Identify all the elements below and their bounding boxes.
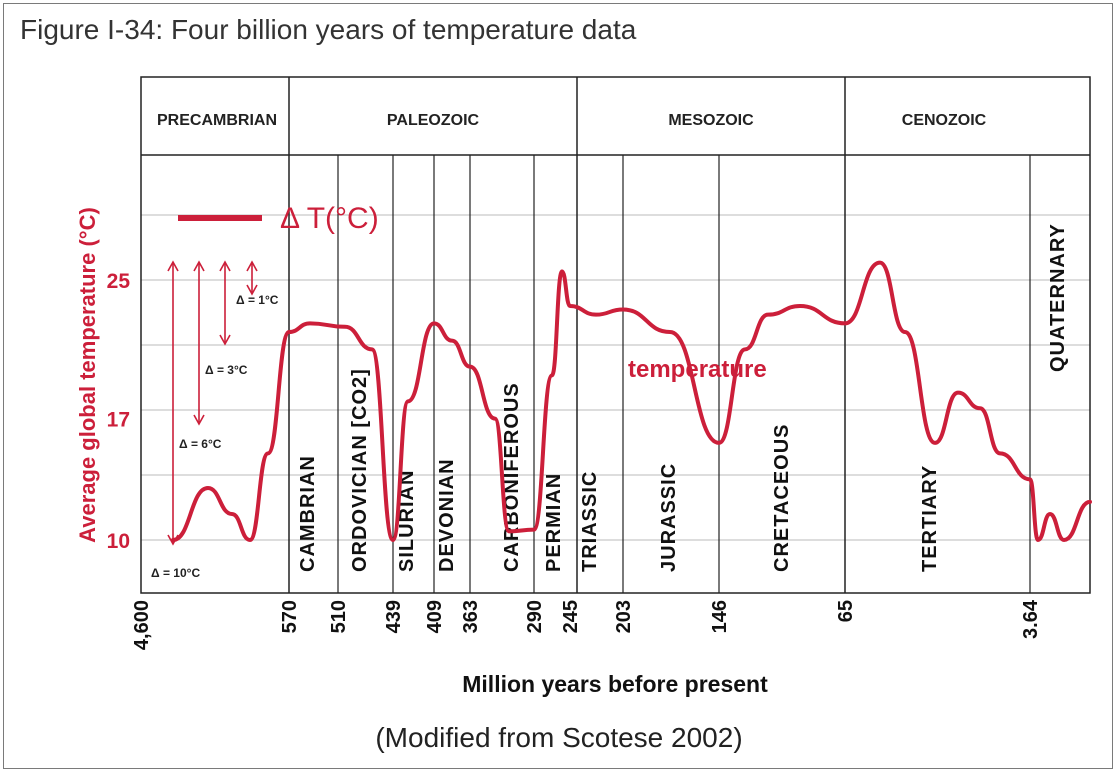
y-axis-label: Average global temperature (°C) [75,207,100,543]
period-label: DEVONIAN [436,458,458,572]
temperature-point [469,365,471,368]
temperature-point [904,331,906,333]
temperature-point [231,513,233,515]
delta-arrow-head-up [193,260,205,272]
temperature-point [309,322,311,325]
era-label: PALEOZOIC [387,112,480,129]
temperature-point [1037,539,1039,541]
temperature-point [551,374,553,377]
y-tick-label: 17 [107,409,130,432]
period-label: CARBONIFEROUS [501,382,523,572]
temperature-point [844,322,846,325]
period-label: ORDOVICIAN [CO2] [349,368,371,572]
temperature-point [494,417,496,420]
era-label: CENOZOIC [902,112,987,129]
temperature-point [1029,478,1031,481]
temperature-point [407,400,409,403]
x-tick-label: 570 [279,600,301,633]
figure-frame [3,3,1113,769]
delta-arrow-head-down [193,414,205,426]
temperature-point [744,348,746,351]
temperature-point [451,339,453,342]
x-tick-label: 510 [328,600,350,633]
temperature-point [622,308,624,311]
period-label: SILURIAN [396,470,418,572]
period-label: CRETACEOUS [771,423,793,572]
figure-title: Figure I-34: Four billion years of tempe… [20,14,637,45]
temperature-point [288,331,290,333]
period-label: TRIASSIC [579,471,601,572]
period-label: CAMBRIAN [297,455,319,572]
x-tick-label: 409 [424,600,446,633]
period-label: QUATERNARY [1047,223,1069,372]
delta-arrow-head-up [167,260,179,272]
delta-marker-label: Δ = 6°C [179,437,222,451]
x-tick-label: 3.64 [1020,599,1042,639]
temperature-point [371,348,373,351]
temperature-point [533,528,535,531]
era-label: MESOZOIC [668,112,754,129]
x-axis-label: Million years before present [462,671,768,697]
temperature-point [879,261,881,264]
temperature-point [999,452,1001,455]
temperature-point [172,539,174,541]
curve-label: temperature [628,356,767,383]
x-tick-label: 290 [524,600,546,633]
delta-arrow-head-down [219,334,231,346]
temperature-point [392,539,394,541]
delta-marker-label: Δ = 3°C [205,363,248,377]
y-tick-label: 25 [107,270,131,293]
legend-label: Δ T(°C) [280,202,379,235]
temperature-point [249,539,251,541]
temperature-point [1049,513,1051,515]
plot-frame [140,76,1091,594]
period-label: TERTIARY [919,465,941,572]
period-label: JURASSIC [658,463,680,572]
x-tick-label: 245 [560,600,582,633]
source-note: (Modified from Scotese 2002) [375,722,743,753]
delta-marker-label: Δ = 1°C [236,293,279,307]
temperature-point [799,305,801,307]
delta-arrow-head-up [219,260,231,272]
temperature-point [344,326,346,328]
x-tick-label: 65 [835,600,857,622]
period-label: PERMIAN [543,473,565,572]
y-tick-label: 10 [107,530,130,553]
x-tick-label: 363 [460,600,482,633]
delta-arrow-head-up [246,260,258,272]
temperature-point [1063,539,1065,541]
x-tick-label: 146 [709,600,731,633]
temperature-point [595,313,597,316]
x-tick-label: 4,600 [131,600,153,650]
temperature-point [957,391,959,394]
x-tick-label: 439 [383,600,405,633]
x-tick-label: 203 [613,600,635,633]
temperature-point [1089,501,1091,503]
era-label: PRECAMBRIAN [157,112,277,129]
delta-marker-label: Δ = 10°C [151,566,200,580]
temperature-point [207,487,209,489]
temperature-point [508,530,510,533]
temperature-point [934,442,936,444]
temperature-point [267,452,269,455]
temperature-point [433,322,435,325]
temperature-point [718,442,720,444]
temperature-point [669,331,671,333]
temperature-point [569,305,571,307]
temperature-point [561,270,563,273]
temperature-point [767,313,769,316]
temperature-point [979,407,981,410]
delta-arrow-head-down [246,284,258,296]
